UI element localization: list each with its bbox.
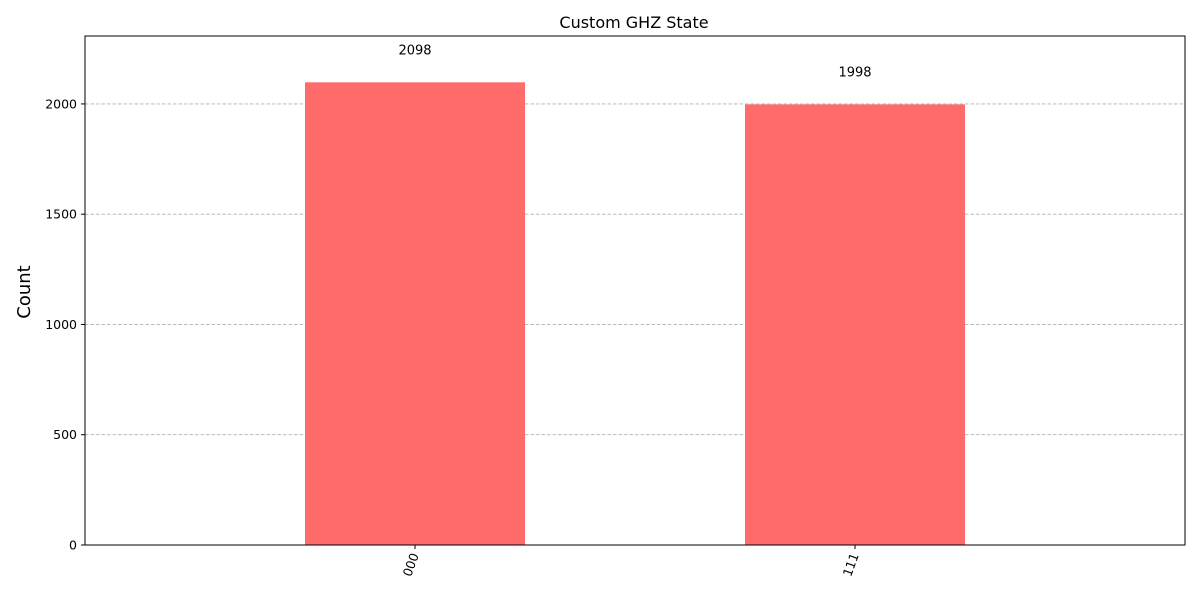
chart-title: Custom GHZ State — [559, 13, 708, 32]
bar-000 — [305, 82, 525, 545]
y-tick-label: 500 — [53, 427, 77, 442]
gridlines — [85, 103, 1185, 436]
bars — [305, 82, 965, 546]
y-tick-label: 1000 — [45, 317, 77, 332]
bar-111 — [745, 104, 965, 546]
x-axis-ticks: 000 111 — [400, 545, 862, 578]
y-tick-label: 0 — [69, 538, 77, 553]
data-labels: 2098 1998 — [398, 43, 871, 80]
plot-frame — [84, 35, 1186, 546]
y-axis-ticks: 0 500 1000 1500 2000 — [45, 96, 85, 553]
x-tick-label-111: 111 — [840, 551, 862, 579]
data-label-111: 1998 — [838, 65, 871, 80]
y-tick-label: 2000 — [45, 96, 77, 111]
y-tick-label: 1500 — [45, 207, 77, 222]
y-axis-label: Count — [14, 265, 35, 318]
x-tick-label-000: 000 — [400, 551, 422, 579]
data-label-000: 2098 — [398, 43, 431, 58]
